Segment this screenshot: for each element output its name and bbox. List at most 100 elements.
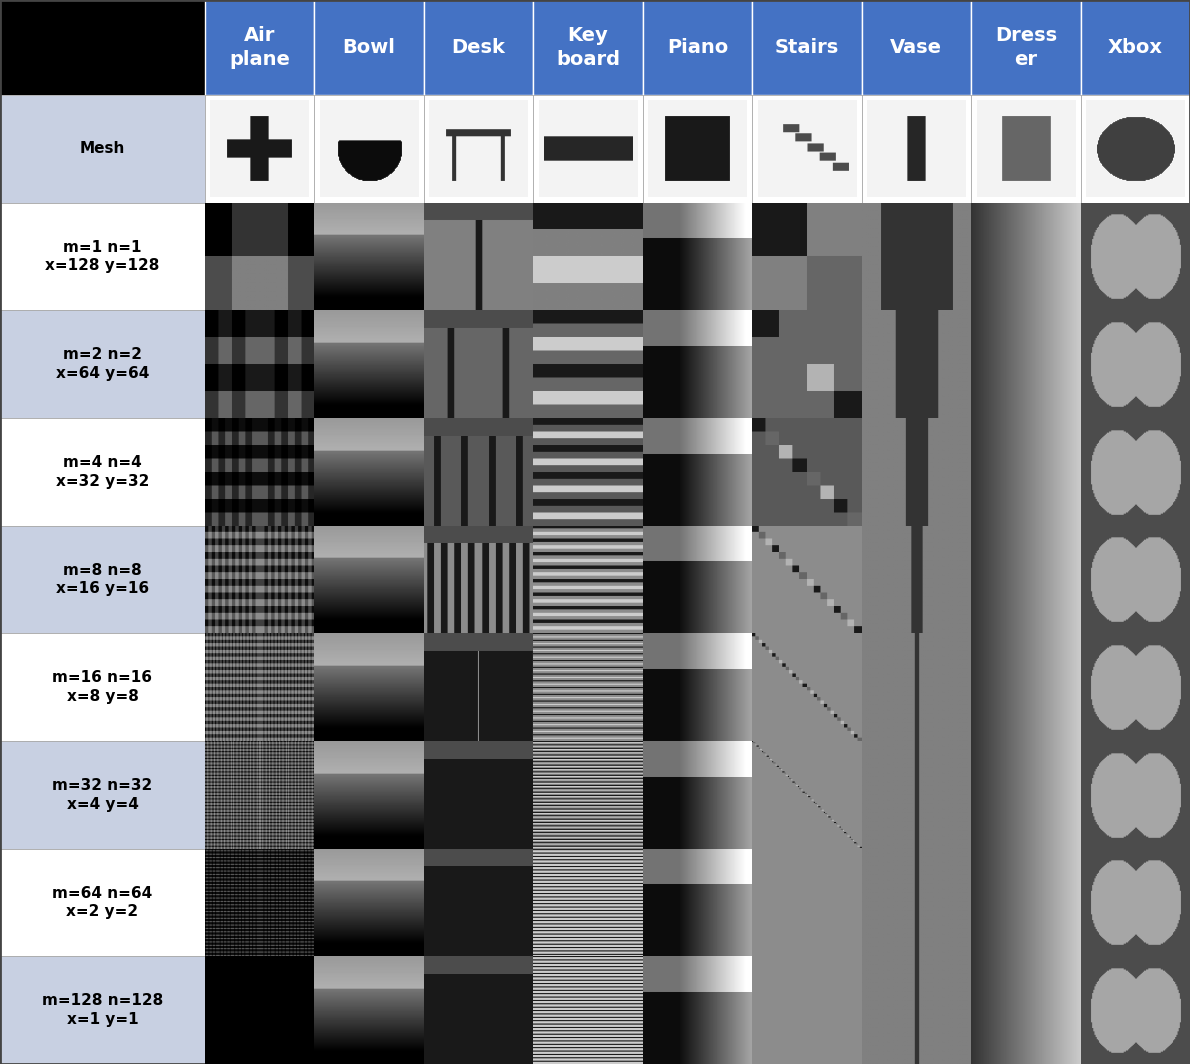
Bar	[0, 95, 205, 202]
Text: m=16 n=16
x=8 y=8: m=16 n=16 x=8 y=8	[52, 670, 152, 704]
Bar	[533, 849, 643, 957]
Bar	[205, 849, 314, 957]
Bar	[643, 849, 752, 957]
Bar	[533, 741, 643, 849]
Bar	[643, 202, 752, 311]
Bar	[752, 202, 862, 311]
Bar	[314, 418, 424, 526]
Bar	[971, 202, 1081, 311]
Bar	[1081, 849, 1190, 957]
Bar	[314, 849, 424, 957]
Bar	[533, 311, 643, 418]
Bar	[314, 0, 424, 95]
Bar	[314, 202, 424, 311]
Text: Dress
er: Dress er	[995, 27, 1057, 69]
Bar	[0, 633, 205, 741]
Bar	[752, 849, 862, 957]
Text: m=64 n=64
x=2 y=2: m=64 n=64 x=2 y=2	[52, 885, 152, 919]
Bar	[862, 849, 971, 957]
Bar	[0, 0, 205, 95]
Text: Desk: Desk	[452, 38, 506, 57]
Bar	[752, 957, 862, 1064]
Bar	[0, 957, 205, 1064]
Bar	[1081, 741, 1190, 849]
Text: m=1 n=1
x=128 y=128: m=1 n=1 x=128 y=128	[45, 239, 159, 273]
Bar	[1081, 418, 1190, 526]
Bar	[752, 95, 862, 202]
Bar	[533, 526, 643, 633]
Text: Key
board: Key board	[556, 27, 620, 69]
Text: Mesh: Mesh	[80, 142, 125, 156]
Bar	[862, 741, 971, 849]
Bar	[424, 741, 533, 849]
Bar	[314, 741, 424, 849]
Bar	[862, 202, 971, 311]
Bar	[862, 311, 971, 418]
Bar	[1081, 526, 1190, 633]
Bar	[314, 311, 424, 418]
Bar	[971, 741, 1081, 849]
Bar	[424, 849, 533, 957]
Bar	[1081, 95, 1190, 202]
Bar	[205, 957, 314, 1064]
Bar	[205, 202, 314, 311]
Bar	[1081, 311, 1190, 418]
Bar	[1081, 0, 1190, 95]
Bar	[533, 957, 643, 1064]
Bar	[752, 633, 862, 741]
Bar	[424, 0, 533, 95]
Bar	[205, 741, 314, 849]
Bar	[1081, 202, 1190, 311]
Bar	[752, 311, 862, 418]
Bar	[0, 741, 205, 849]
Bar	[643, 633, 752, 741]
Bar	[1081, 633, 1190, 741]
Bar	[862, 95, 971, 202]
Bar	[314, 957, 424, 1064]
Bar	[752, 741, 862, 849]
Bar	[862, 526, 971, 633]
Bar	[862, 957, 971, 1064]
Bar	[424, 526, 533, 633]
Bar	[424, 633, 533, 741]
Bar	[643, 95, 752, 202]
Text: Bowl: Bowl	[343, 38, 395, 57]
Bar	[1081, 957, 1190, 1064]
Bar	[0, 202, 205, 311]
Bar	[643, 418, 752, 526]
Bar	[752, 526, 862, 633]
Bar	[424, 311, 533, 418]
Bar	[424, 418, 533, 526]
Bar	[314, 95, 424, 202]
Bar	[533, 95, 643, 202]
Bar	[424, 95, 533, 202]
Bar	[314, 633, 424, 741]
Bar	[424, 202, 533, 311]
Bar	[971, 849, 1081, 957]
Text: Stairs: Stairs	[775, 38, 839, 57]
Bar	[971, 0, 1081, 95]
Bar	[643, 957, 752, 1064]
Text: Xbox: Xbox	[1108, 38, 1163, 57]
Bar	[205, 311, 314, 418]
Bar	[862, 633, 971, 741]
Text: Piano: Piano	[666, 38, 728, 57]
Bar	[533, 418, 643, 526]
Bar	[533, 202, 643, 311]
Bar	[0, 849, 205, 957]
Text: m=4 n=4
x=32 y=32: m=4 n=4 x=32 y=32	[56, 455, 149, 488]
Bar	[971, 957, 1081, 1064]
Text: Vase: Vase	[890, 38, 942, 57]
Bar	[971, 95, 1081, 202]
Bar	[643, 311, 752, 418]
Bar	[643, 526, 752, 633]
Bar	[643, 741, 752, 849]
Bar	[205, 633, 314, 741]
Text: m=32 n=32
x=4 y=4: m=32 n=32 x=4 y=4	[52, 778, 152, 812]
Bar	[971, 526, 1081, 633]
Bar	[314, 526, 424, 633]
Bar	[205, 418, 314, 526]
Bar	[0, 311, 205, 418]
Bar	[0, 526, 205, 633]
Bar	[752, 0, 862, 95]
